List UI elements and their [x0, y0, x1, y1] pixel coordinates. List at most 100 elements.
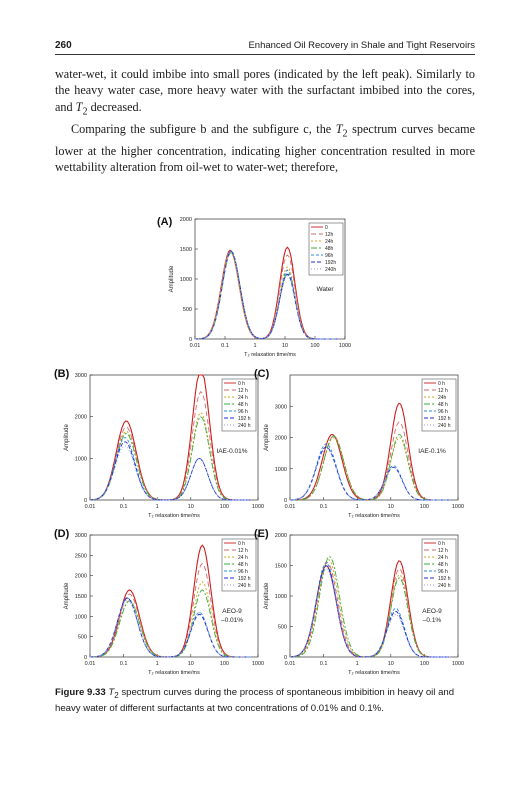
- plot-frame: [89, 374, 259, 501]
- y-axis-label: Amplitude: [64, 582, 70, 609]
- body-text: water-wet, it could imbibe into small po…: [55, 66, 475, 175]
- series-line-240h: [290, 448, 451, 501]
- legend-entry: 0 h: [238, 541, 245, 547]
- legend-entry: 96h: [325, 253, 334, 259]
- x-tick-label: 1: [156, 504, 159, 510]
- legend-entry: 48h: [325, 246, 334, 252]
- series-line-48h: [89, 416, 251, 501]
- x-tick-label: 100: [310, 343, 319, 349]
- text-line: became lower at the higher concentration…: [55, 121, 476, 158]
- text-line: Similarly to the heavy water case, more …: [55, 67, 476, 98]
- legend-entry: 192h: [325, 260, 336, 266]
- legend-entry: 96 h: [238, 569, 248, 575]
- legend-box: [421, 378, 457, 432]
- y-tick-label: 2000: [275, 533, 287, 539]
- panel-label: (E): [254, 528, 269, 540]
- text-line: spectrum curves: [347, 121, 434, 136]
- legend-entry: 12 h: [238, 388, 248, 394]
- legend-entry: 48 h: [438, 562, 448, 568]
- y-axis-label: Amplitude: [64, 424, 70, 451]
- y-tick-label: 1000: [180, 277, 192, 283]
- panel-annotation: AEO-9: [422, 608, 442, 615]
- caption-symbol-t: T: [108, 687, 115, 698]
- legend-entry: 240h: [325, 267, 336, 273]
- y-tick-label: 2000: [75, 574, 87, 580]
- y-tick-label: 0: [284, 655, 287, 661]
- x-tick-label: 0.01: [85, 661, 96, 667]
- series-line-48h: [290, 433, 451, 501]
- panel-annotation: IAE-0.1%: [418, 448, 446, 455]
- x-tick-label: 0.01: [285, 504, 296, 510]
- x-tick-label: 0.1: [221, 343, 229, 349]
- text-line: decreased.: [87, 99, 142, 114]
- x-tick-label: 1000: [452, 504, 464, 510]
- legend-entry: 48 h: [438, 402, 448, 408]
- running-title: Enhanced Oil Recovery in Shale and Tight…: [248, 40, 475, 51]
- legend-box: [221, 538, 257, 592]
- series-line-240h: [89, 445, 251, 501]
- text-line: Comparing the subfigure b and the subfig…: [71, 121, 336, 136]
- text-line: resulted in more wettability alteration …: [55, 143, 475, 174]
- panel-e: (E) 0 500 1000 1500 2000 0.01 0.1 1 10 100 1000 T₂ r…: [254, 528, 464, 676]
- paragraph-1: water-wet, it could imbibe into small po…: [55, 66, 475, 121]
- x-tick-label: 1: [356, 504, 359, 510]
- series-line-12h: [290, 421, 451, 501]
- legend-entry: 12h: [325, 232, 334, 238]
- y-tick-label: 2000: [275, 436, 287, 442]
- panel-annotation: IAE-0.01%: [216, 448, 247, 455]
- panel-label: (B): [54, 368, 70, 380]
- caption-label: Figure 9.33: [55, 687, 106, 698]
- text-line: imbibed into the cores, and: [55, 83, 475, 114]
- text-line: water-wet, it could imbibe into small po…: [55, 67, 413, 81]
- series-line-240h: [195, 251, 339, 340]
- caption-symbol-sub: 2: [114, 690, 119, 700]
- x-tick-label: 0.01: [285, 661, 296, 667]
- x-tick-label: 1000: [452, 661, 464, 667]
- symbol-t: T: [75, 99, 83, 114]
- y-tick-label: 3000: [275, 404, 287, 410]
- header-rule: [55, 54, 475, 55]
- panel-label: (A): [157, 216, 173, 228]
- page-number: 260: [55, 40, 72, 51]
- legend-entry: 12 h: [238, 548, 248, 554]
- legend-entry: 24 h: [238, 555, 248, 561]
- symbol-sub: 2: [82, 106, 88, 118]
- x-tick-label: 0.1: [120, 504, 128, 510]
- y-tick-label: 1000: [275, 467, 287, 473]
- legend-entry: 192 h: [438, 416, 451, 422]
- x-tick-label: 1: [356, 661, 359, 667]
- series-line-48h: [90, 589, 251, 658]
- x-tick-label: 1: [253, 343, 256, 349]
- y-tick-label: 1000: [75, 456, 87, 462]
- panel-annotation: –0.01%: [221, 617, 243, 624]
- x-tick-label: 10: [282, 343, 288, 349]
- legend-entry: 48 h: [238, 562, 248, 568]
- x-tick-label: 100: [420, 661, 429, 667]
- legend-entry: 12 h: [438, 548, 448, 554]
- legend-entry: 48 h: [238, 402, 248, 408]
- series-line-240h: [289, 568, 451, 658]
- x-tick-label: 0.1: [320, 661, 328, 667]
- legend-entry: 0 h: [438, 541, 445, 547]
- y-tick-label: 0: [189, 337, 192, 343]
- x-tick-label: 100: [220, 661, 229, 667]
- y-tick-label: 0: [84, 498, 87, 504]
- x-tick-label: 10: [188, 661, 194, 667]
- legend-box: [221, 378, 257, 432]
- legend-entry: 24h: [325, 239, 334, 245]
- symbol-t: T: [335, 121, 343, 136]
- y-tick-label: 0: [284, 498, 287, 504]
- x-axis-label: T₂ relaxation time/ms: [348, 670, 400, 676]
- y-tick-label: 500: [78, 635, 87, 641]
- x-tick-label: 100: [420, 504, 429, 510]
- legend-entry: 96 h: [438, 409, 448, 415]
- x-axis-label: T₂ relaxation time/ms: [148, 513, 200, 519]
- x-tick-label: 1000: [339, 343, 351, 349]
- figure-caption: Figure 9.33 T2 spectrum curves during th…: [55, 686, 475, 716]
- y-tick-label: 1000: [75, 614, 87, 620]
- legend-entry: 240 h: [438, 423, 451, 429]
- x-tick-label: 0.1: [320, 504, 328, 510]
- panel-annotation: AEO-9: [222, 608, 242, 615]
- running-header: 260 Enhanced Oil Recovery in Shale and T…: [55, 38, 475, 54]
- symbol-sub: 2: [342, 128, 348, 140]
